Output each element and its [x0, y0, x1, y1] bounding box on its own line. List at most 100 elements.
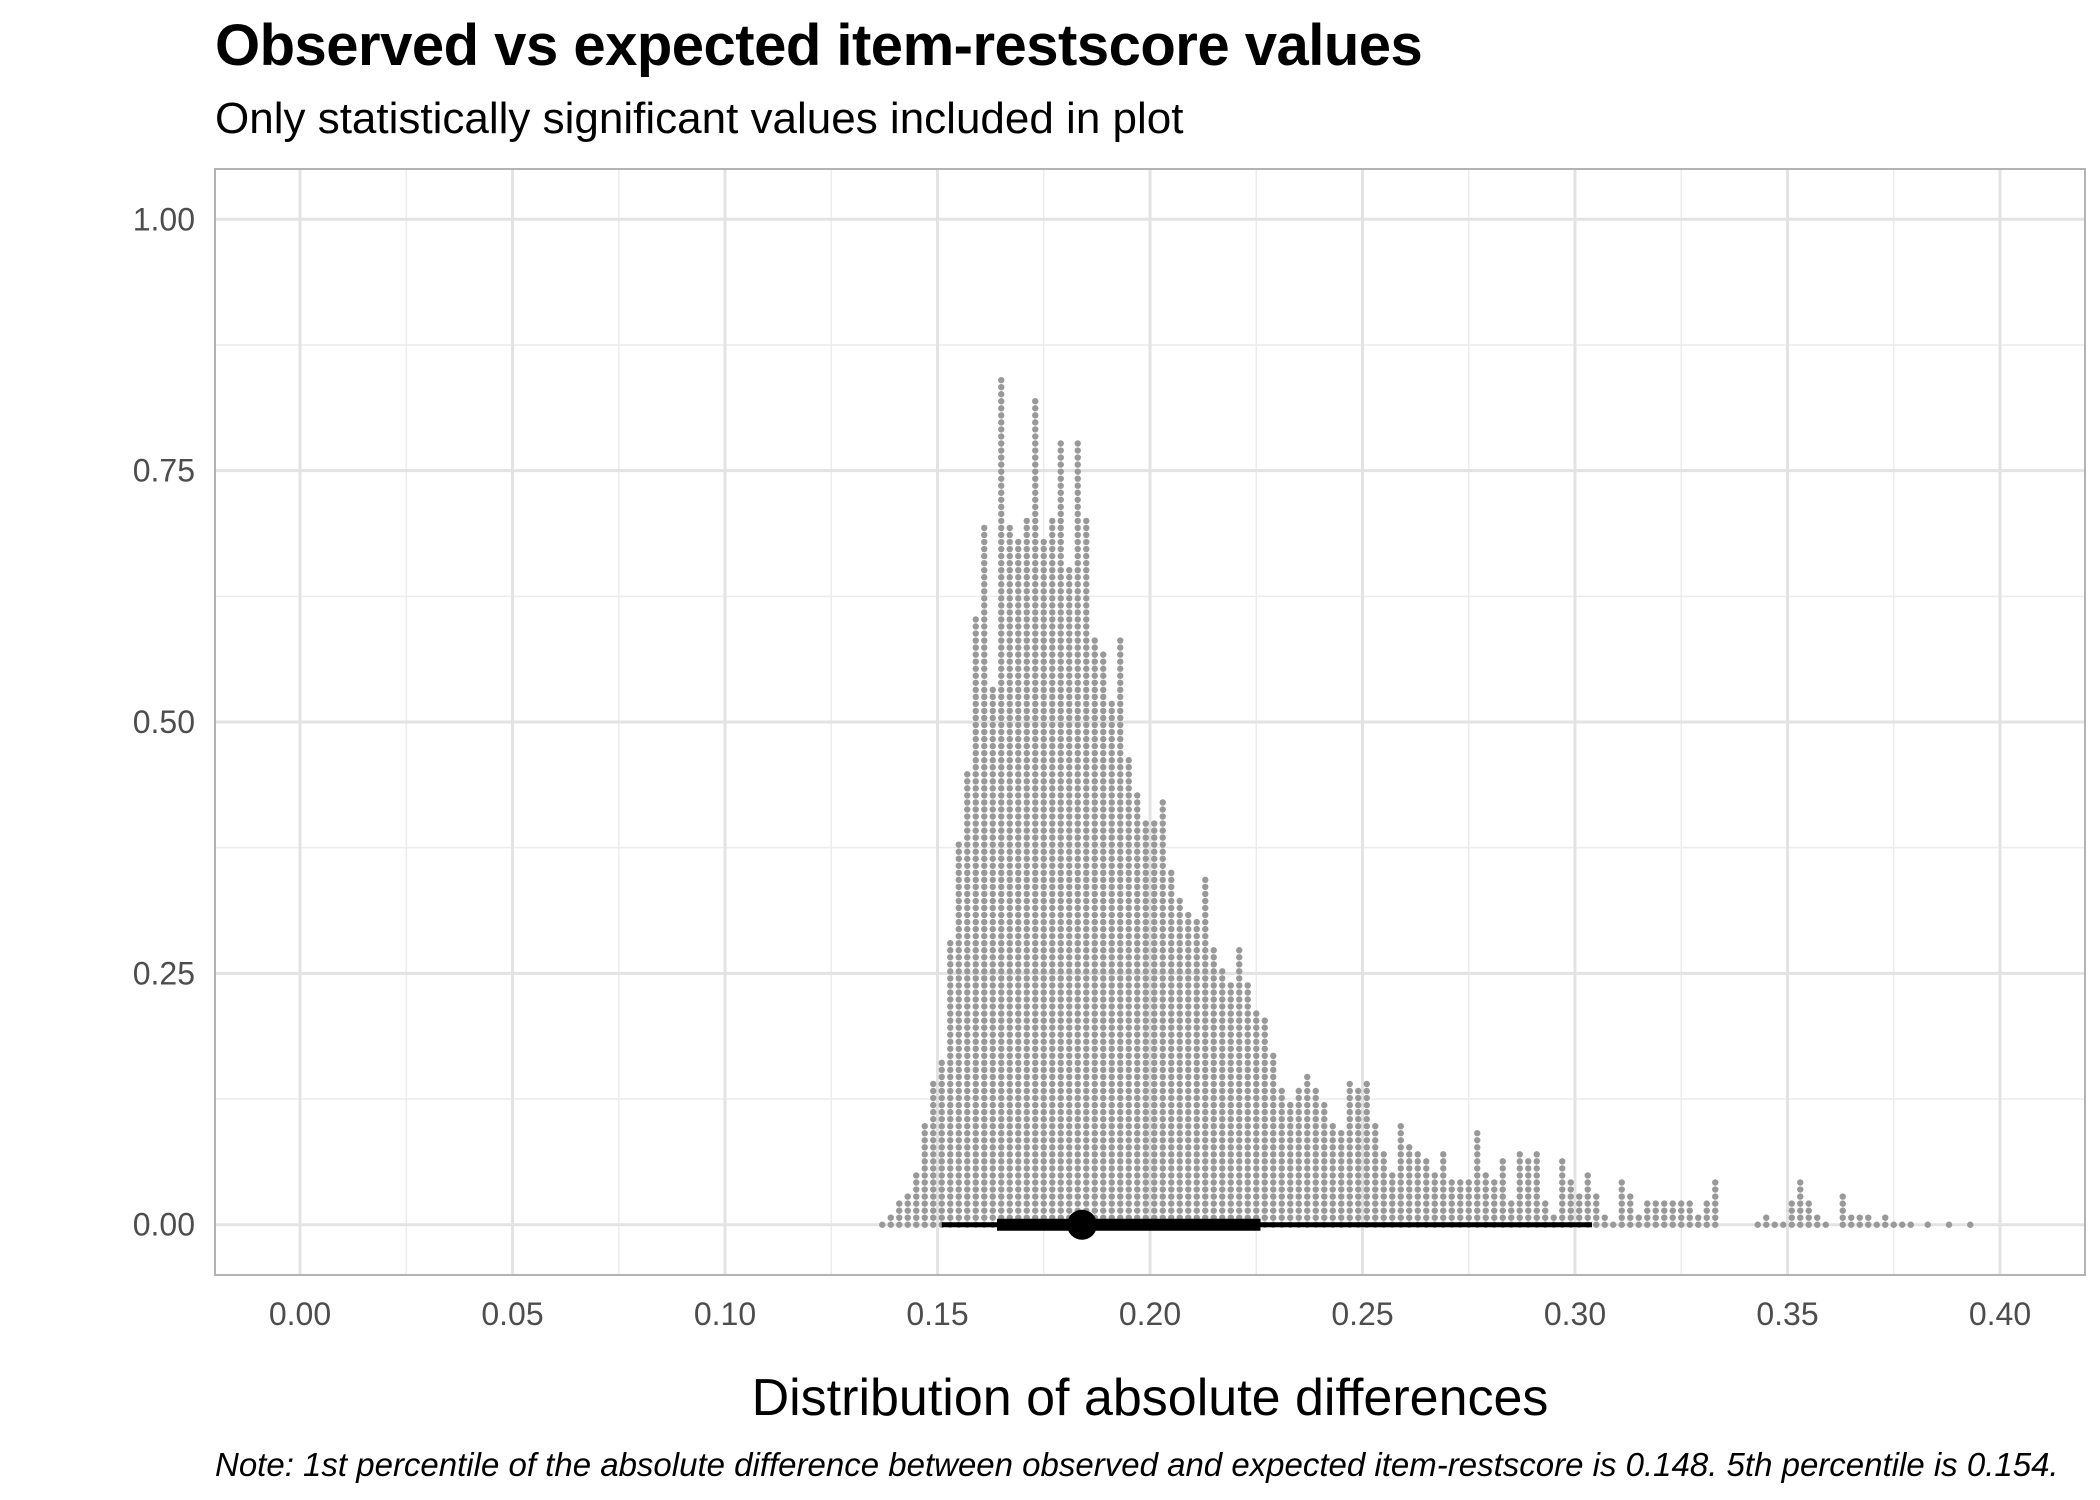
dot	[1100, 862, 1107, 869]
dot-column	[1040, 538, 1047, 1228]
dot	[1074, 778, 1081, 785]
dot	[998, 510, 1005, 518]
dot	[930, 1207, 937, 1214]
dot	[1015, 630, 1022, 637]
dot	[1100, 1151, 1107, 1158]
dot	[1329, 1144, 1336, 1151]
dot	[1074, 482, 1081, 489]
dot	[1151, 1024, 1158, 1031]
dot-column	[1253, 1010, 1260, 1228]
dot	[1363, 1214, 1370, 1221]
dot	[1100, 855, 1107, 862]
dot	[1134, 1193, 1141, 1200]
dot	[1117, 771, 1124, 778]
dot	[1023, 869, 1030, 877]
dot	[1176, 947, 1183, 954]
dot-column	[904, 1193, 911, 1228]
dot	[1168, 1144, 1175, 1151]
dot	[1074, 735, 1081, 743]
dot	[1049, 672, 1056, 679]
dot	[955, 940, 962, 947]
dot	[1057, 1087, 1064, 1095]
dot	[1414, 1165, 1421, 1172]
dot	[998, 405, 1005, 412]
dot	[1219, 1094, 1226, 1102]
dot	[1083, 651, 1090, 658]
dot	[1159, 1052, 1166, 1060]
dot	[1193, 918, 1200, 926]
dot	[1006, 644, 1013, 651]
dot	[1015, 869, 1022, 877]
dot	[1100, 1073, 1107, 1081]
dot	[1219, 1108, 1226, 1116]
dot	[1193, 1038, 1200, 1045]
dot	[1355, 1179, 1362, 1186]
dot	[989, 785, 996, 792]
dot	[1151, 940, 1158, 947]
dot	[1159, 1122, 1166, 1130]
dot	[1083, 714, 1090, 722]
dot	[1015, 764, 1022, 771]
dot	[1329, 1137, 1336, 1144]
dot	[1032, 911, 1039, 919]
dot	[1151, 1080, 1158, 1088]
dot	[1210, 1144, 1217, 1151]
dot	[1100, 1207, 1107, 1214]
dot	[1168, 1094, 1175, 1102]
dot	[1032, 925, 1039, 933]
dot	[921, 1221, 928, 1228]
dot	[989, 869, 996, 877]
dot	[1176, 968, 1183, 975]
dot-column	[1678, 1200, 1685, 1228]
dot	[1482, 1179, 1489, 1186]
dot	[921, 1158, 928, 1165]
dot	[1023, 1115, 1030, 1123]
dot	[1457, 1214, 1464, 1221]
dot	[1006, 883, 1013, 891]
dot	[1142, 1165, 1149, 1172]
dot	[1261, 1108, 1268, 1116]
dot	[1244, 1045, 1251, 1052]
dot	[1032, 1207, 1039, 1214]
dot	[1040, 651, 1047, 658]
dot	[1006, 581, 1013, 588]
dot	[1040, 897, 1047, 905]
dot	[998, 820, 1005, 827]
dot	[964, 890, 971, 898]
dot	[972, 644, 979, 651]
dot	[1329, 1158, 1336, 1165]
dot-column	[1066, 566, 1073, 1228]
dot	[1321, 1165, 1328, 1172]
dot-column	[1057, 440, 1064, 1228]
dot	[1108, 968, 1115, 975]
dot	[1066, 637, 1073, 644]
dot	[1006, 630, 1013, 637]
dot	[1074, 862, 1081, 869]
dot	[1074, 834, 1081, 841]
dot	[955, 1066, 962, 1074]
dot	[1006, 616, 1013, 623]
dot	[1134, 1052, 1141, 1060]
dot	[1023, 714, 1030, 722]
dot	[1159, 1137, 1166, 1144]
dot-column	[1635, 1214, 1642, 1228]
dot	[1227, 1087, 1234, 1095]
dot	[1270, 1165, 1277, 1172]
dot	[989, 911, 996, 919]
dot	[981, 932, 988, 940]
dot	[1117, 940, 1124, 947]
dot	[1168, 1038, 1175, 1045]
dot	[964, 989, 971, 996]
dot	[1091, 954, 1098, 961]
dot	[989, 1179, 996, 1186]
dot	[947, 1214, 954, 1221]
dot	[1312, 1144, 1319, 1151]
dot	[998, 1179, 1005, 1186]
dot	[1006, 785, 1013, 792]
dot	[1100, 1172, 1107, 1179]
dot	[1287, 1108, 1294, 1116]
dot	[1397, 1179, 1404, 1186]
dot	[964, 975, 971, 982]
dot	[1066, 1172, 1073, 1179]
dot	[1525, 1193, 1532, 1200]
